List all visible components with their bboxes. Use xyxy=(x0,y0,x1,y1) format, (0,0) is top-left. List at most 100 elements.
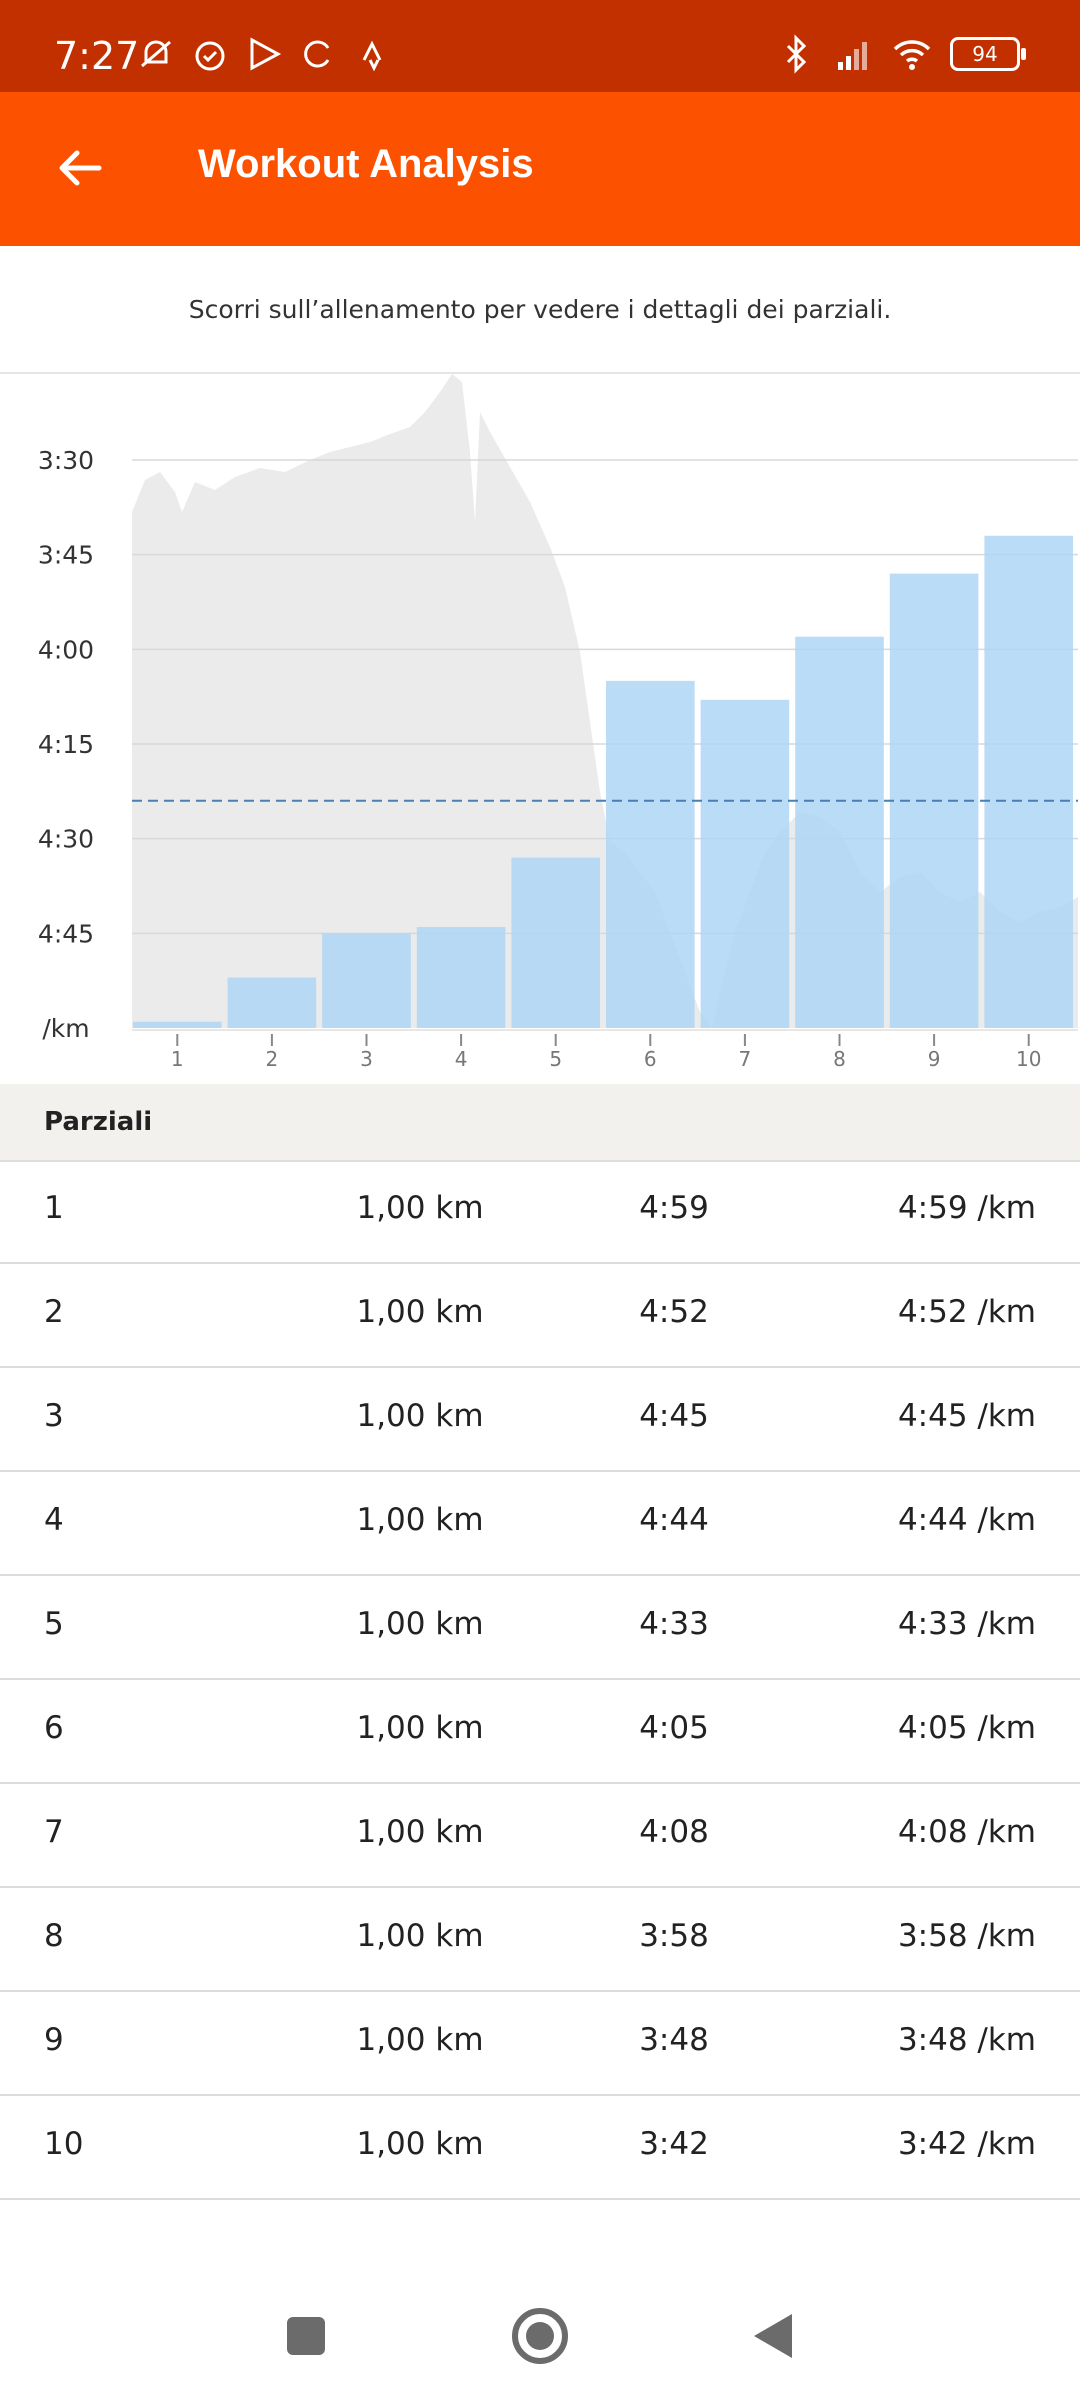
bar[interactable] xyxy=(322,933,411,1028)
signal-icon xyxy=(838,42,867,70)
battery-icon: 94 xyxy=(950,37,1026,71)
bar[interactable] xyxy=(416,927,506,1028)
y-tick-label: 4:30 xyxy=(38,825,94,854)
split-row[interactable]: 5 1,00 km 4:33 4:33 /km xyxy=(0,1576,1080,1680)
split-number: 6 xyxy=(44,1710,64,1746)
pace-chart[interactable]: 3:30 3:45 4:00 4:15 4:30 4:45/km 1 2 3 4 5 6 7 8 9 10 xyxy=(0,372,1080,1084)
arrow-left-icon xyxy=(59,150,102,186)
x-tick-label: 5 xyxy=(549,1047,562,1071)
x-tick-label: 3 xyxy=(360,1047,373,1071)
bluetooth-icon xyxy=(786,34,807,74)
status-icons-left xyxy=(136,34,392,74)
x-tick-label: 8 xyxy=(833,1047,846,1071)
wifi-icon xyxy=(893,40,931,70)
split-row[interactable]: 10 1,00 km 3:42 3:42 /km xyxy=(0,2096,1080,2200)
split-pace: 3:48 /km xyxy=(897,2022,1036,2058)
split-pace: 4:08 /km xyxy=(897,1814,1036,1850)
split-number: 2 xyxy=(44,1294,64,1330)
splits-title: Parziali xyxy=(44,1107,153,1137)
bar[interactable] xyxy=(133,1021,222,1028)
sync-icon xyxy=(304,40,330,68)
status-bar: 7:27 xyxy=(0,0,1080,92)
split-row[interactable]: 4 1,00 km 4:44 4:44 /km xyxy=(0,1472,1080,1576)
split-pace: 4:05 /km xyxy=(897,1710,1036,1746)
split-time: 4:52 xyxy=(639,1294,709,1330)
split-time: 4:44 xyxy=(639,1502,709,1538)
x-tick-label: 10 xyxy=(1016,1047,1041,1071)
recents-button[interactable] xyxy=(270,2300,342,2372)
home-button[interactable] xyxy=(504,2300,576,2372)
bar[interactable] xyxy=(227,977,317,1028)
split-pace: 4:52 /km xyxy=(897,1294,1036,1330)
split-number: 8 xyxy=(44,1918,64,1954)
bar[interactable] xyxy=(795,636,884,1028)
split-number: 4 xyxy=(44,1502,64,1538)
y-tick-label: 4:15 xyxy=(38,730,94,759)
splits-header: Parziali xyxy=(0,1084,1080,1162)
split-time: 3:48 xyxy=(639,2022,709,2058)
split-row[interactable]: 1 1,00 km 4:59 4:59 /km xyxy=(0,1160,1080,1264)
back-triangle-icon xyxy=(754,2314,792,2358)
split-row[interactable]: 6 1,00 km 4:05 4:05 /km xyxy=(0,1680,1080,1784)
bar[interactable] xyxy=(984,535,1073,1028)
split-distance: 1,00 km xyxy=(356,1294,484,1330)
split-number: 9 xyxy=(44,2022,64,2058)
split-pace: 4:33 /km xyxy=(897,1606,1036,1642)
split-distance: 1,00 km xyxy=(356,2126,484,2162)
bar[interactable] xyxy=(511,857,600,1028)
split-row[interactable]: 7 1,00 km 4:08 4:08 /km xyxy=(0,1784,1080,1888)
play-store-icon xyxy=(250,37,282,71)
split-number: 7 xyxy=(44,1814,64,1850)
split-distance: 1,00 km xyxy=(356,1502,484,1538)
split-time: 4:05 xyxy=(639,1710,709,1746)
split-number: 10 xyxy=(44,2126,84,2162)
x-tick-label: 4 xyxy=(455,1047,468,1071)
home-circle-icon xyxy=(512,2308,568,2364)
split-distance: 1,00 km xyxy=(356,1814,484,1850)
split-time: 4:59 xyxy=(639,1190,709,1226)
y-tick-label: 4:45 xyxy=(38,919,94,948)
splits-table: 1 1,00 km 4:59 4:59 /km 2 1,00 km 4:52 4… xyxy=(0,1160,1080,2200)
mute-icon xyxy=(141,40,171,68)
strava-icon xyxy=(362,40,382,72)
y-tick-label: 4:00 xyxy=(38,635,94,664)
page-title: Workout Analysis xyxy=(198,142,534,186)
split-pace: 4:59 /km xyxy=(897,1190,1036,1226)
split-distance: 1,00 km xyxy=(356,1918,484,1954)
split-row[interactable]: 8 1,00 km 3:58 3:58 /km xyxy=(0,1888,1080,1992)
back-nav-button[interactable] xyxy=(738,2300,810,2372)
app-bar: Workout Analysis xyxy=(0,92,1080,246)
bar[interactable] xyxy=(700,699,790,1028)
split-distance: 1,00 km xyxy=(356,2022,484,2058)
split-pace: 3:42 /km xyxy=(897,2126,1036,2162)
hint-text: Scorri sull’allenamento per vedere i det… xyxy=(0,246,1080,374)
split-distance: 1,00 km xyxy=(356,1606,484,1642)
split-number: 5 xyxy=(44,1606,64,1642)
split-pace: 4:45 /km xyxy=(897,1398,1036,1434)
x-tick-label: 6 xyxy=(644,1047,657,1071)
system-nav-bar xyxy=(0,2270,1080,2400)
status-icons-right: 94 xyxy=(776,34,1026,74)
status-time: 7:27 xyxy=(54,34,140,78)
x-tick-label: 9 xyxy=(928,1047,941,1071)
split-time: 3:58 xyxy=(639,1918,709,1954)
y-tick-label: 3:30 xyxy=(38,446,94,475)
split-time: 4:45 xyxy=(639,1398,709,1434)
alarm-icon xyxy=(195,41,225,71)
x-tick-label: 1 xyxy=(171,1047,184,1071)
pace-chart-svg[interactable]: 3:30 3:45 4:00 4:15 4:30 4:45/km 1 2 3 4 5 6 7 8 9 10 xyxy=(0,372,1080,1084)
x-tick-label: 7 xyxy=(739,1047,752,1071)
split-pace: 4:44 /km xyxy=(897,1502,1036,1538)
split-time: 3:42 xyxy=(639,2126,709,2162)
y-unit-label: /km xyxy=(42,1014,89,1043)
back-button[interactable] xyxy=(40,128,120,208)
split-time: 4:08 xyxy=(639,1814,709,1850)
bar[interactable] xyxy=(606,680,695,1028)
split-number: 3 xyxy=(44,1398,64,1434)
split-distance: 1,00 km xyxy=(356,1398,484,1434)
split-row[interactable]: 3 1,00 km 4:45 4:45 /km xyxy=(0,1368,1080,1472)
split-distance: 1,00 km xyxy=(356,1190,484,1226)
split-row[interactable]: 9 1,00 km 3:48 3:48 /km xyxy=(0,1992,1080,2096)
split-time: 4:33 xyxy=(639,1606,709,1642)
split-row[interactable]: 2 1,00 km 4:52 4:52 /km xyxy=(0,1264,1080,1368)
